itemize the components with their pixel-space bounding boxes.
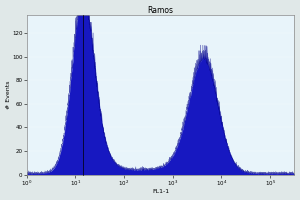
X-axis label: FL1-1: FL1-1: [152, 189, 169, 194]
Title: Ramos: Ramos: [148, 6, 173, 15]
Y-axis label: # Events: # Events: [6, 81, 10, 109]
